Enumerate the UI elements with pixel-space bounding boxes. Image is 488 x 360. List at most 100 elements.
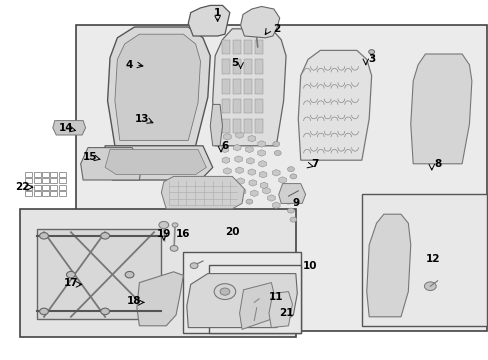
Bar [50, 185, 57, 190]
Bar [34, 185, 41, 190]
Circle shape [159, 221, 168, 229]
Bar [20, 209, 295, 337]
Circle shape [125, 271, 134, 278]
Polygon shape [257, 150, 265, 156]
Text: 13: 13 [134, 114, 149, 124]
Polygon shape [137, 272, 183, 326]
Bar [42, 172, 49, 177]
Polygon shape [246, 158, 254, 164]
Circle shape [287, 208, 294, 213]
Polygon shape [245, 146, 253, 153]
Text: 8: 8 [433, 159, 440, 169]
Polygon shape [222, 157, 229, 163]
Bar [233, 59, 241, 74]
Circle shape [40, 308, 48, 315]
Bar [76, 25, 486, 331]
Circle shape [214, 284, 235, 300]
Polygon shape [268, 292, 292, 328]
Text: 20: 20 [224, 227, 239, 237]
Bar [254, 119, 262, 133]
Polygon shape [257, 141, 265, 147]
Bar [254, 40, 262, 54]
Bar [233, 119, 241, 133]
Bar [42, 191, 49, 196]
Circle shape [226, 199, 233, 204]
Bar [244, 59, 251, 74]
Bar [183, 252, 300, 333]
Circle shape [289, 217, 296, 222]
Polygon shape [53, 121, 85, 135]
Circle shape [272, 141, 279, 147]
Polygon shape [239, 283, 274, 329]
Bar [233, 99, 241, 113]
Text: 21: 21 [278, 308, 293, 318]
Polygon shape [262, 188, 270, 194]
Circle shape [245, 199, 252, 204]
Text: 14: 14 [59, 123, 73, 133]
Polygon shape [186, 274, 297, 328]
Text: 5: 5 [231, 58, 238, 68]
Circle shape [236, 197, 243, 202]
Bar [59, 185, 65, 190]
Bar [50, 178, 57, 183]
Bar [254, 99, 262, 113]
Polygon shape [258, 161, 266, 167]
Text: 19: 19 [156, 229, 171, 239]
Bar [233, 79, 241, 94]
Circle shape [101, 308, 109, 315]
Bar [34, 178, 41, 183]
Text: 6: 6 [221, 141, 228, 151]
Circle shape [368, 50, 374, 54]
Bar [42, 178, 49, 183]
Text: 16: 16 [176, 229, 190, 239]
Polygon shape [236, 178, 244, 184]
Bar [254, 79, 262, 94]
Text: 3: 3 [367, 54, 374, 64]
Circle shape [287, 167, 294, 172]
Bar [222, 119, 230, 133]
Circle shape [190, 263, 198, 269]
Polygon shape [267, 195, 275, 201]
Polygon shape [225, 189, 233, 196]
Polygon shape [81, 148, 142, 180]
Bar [25, 172, 32, 177]
Polygon shape [235, 132, 243, 138]
Circle shape [172, 223, 178, 227]
Polygon shape [233, 144, 241, 151]
Circle shape [274, 150, 281, 156]
Bar [233, 40, 241, 54]
Bar [244, 119, 251, 133]
Text: 18: 18 [127, 296, 142, 306]
Bar [34, 191, 41, 196]
Bar [254, 59, 262, 74]
Text: 4: 4 [125, 60, 133, 70]
Polygon shape [298, 50, 371, 160]
Circle shape [285, 199, 291, 204]
Polygon shape [250, 190, 258, 197]
Polygon shape [240, 6, 279, 38]
Bar [59, 191, 65, 196]
Polygon shape [278, 184, 305, 203]
Text: 7: 7 [311, 159, 319, 169]
Text: 9: 9 [292, 198, 299, 208]
Bar [222, 79, 230, 94]
Polygon shape [247, 135, 255, 142]
Polygon shape [289, 191, 297, 198]
Text: 22: 22 [15, 182, 29, 192]
Polygon shape [105, 149, 206, 175]
Polygon shape [259, 171, 266, 178]
Bar [59, 178, 65, 183]
Polygon shape [107, 27, 210, 146]
Polygon shape [410, 54, 471, 164]
Polygon shape [224, 179, 232, 185]
Bar [244, 99, 251, 113]
Text: 17: 17 [63, 278, 78, 288]
Bar [361, 194, 486, 326]
Bar [42, 185, 49, 190]
Bar [59, 172, 65, 177]
Bar [50, 191, 57, 196]
Polygon shape [235, 167, 243, 174]
Circle shape [66, 271, 75, 278]
Bar [25, 185, 32, 190]
Polygon shape [278, 177, 286, 183]
